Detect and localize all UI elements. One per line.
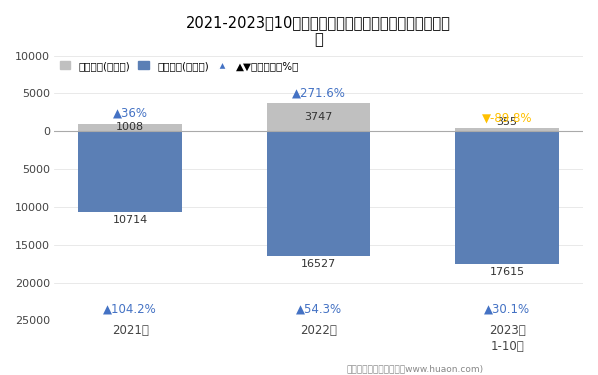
- Text: 1008: 1008: [116, 122, 144, 132]
- Bar: [267, 131, 371, 256]
- Bar: [78, 131, 182, 212]
- Text: ▲104.2%: ▲104.2%: [103, 303, 157, 315]
- Text: ▲271.6%: ▲271.6%: [292, 86, 346, 99]
- Text: 制图：华经产业研究院（www.huaon.com): 制图：华经产业研究院（www.huaon.com): [347, 364, 484, 373]
- Bar: [267, 103, 371, 131]
- Text: 355: 355: [496, 117, 518, 127]
- Bar: [78, 123, 182, 131]
- Bar: [455, 129, 559, 131]
- Text: 16527: 16527: [301, 259, 336, 269]
- Text: ▲30.1%: ▲30.1%: [484, 303, 530, 315]
- Bar: [455, 131, 559, 264]
- Text: ▲54.3%: ▲54.3%: [295, 303, 341, 315]
- Title: 2021-2023年10月上海虹桥商务区保税物流中心进、出口
额: 2021-2023年10月上海虹桥商务区保税物流中心进、出口 额: [186, 15, 451, 47]
- Text: ▲36%: ▲36%: [112, 107, 148, 120]
- Text: 3747: 3747: [304, 112, 333, 122]
- Text: ▼-89.8%: ▼-89.8%: [482, 112, 532, 125]
- Legend: 出口总额(万美元), 进口总额(万美元), ▲▼同比增速（%）: 出口总额(万美元), 进口总额(万美元), ▲▼同比增速（%）: [59, 61, 299, 71]
- Text: 10714: 10714: [112, 215, 148, 225]
- Text: 17615: 17615: [490, 267, 524, 278]
